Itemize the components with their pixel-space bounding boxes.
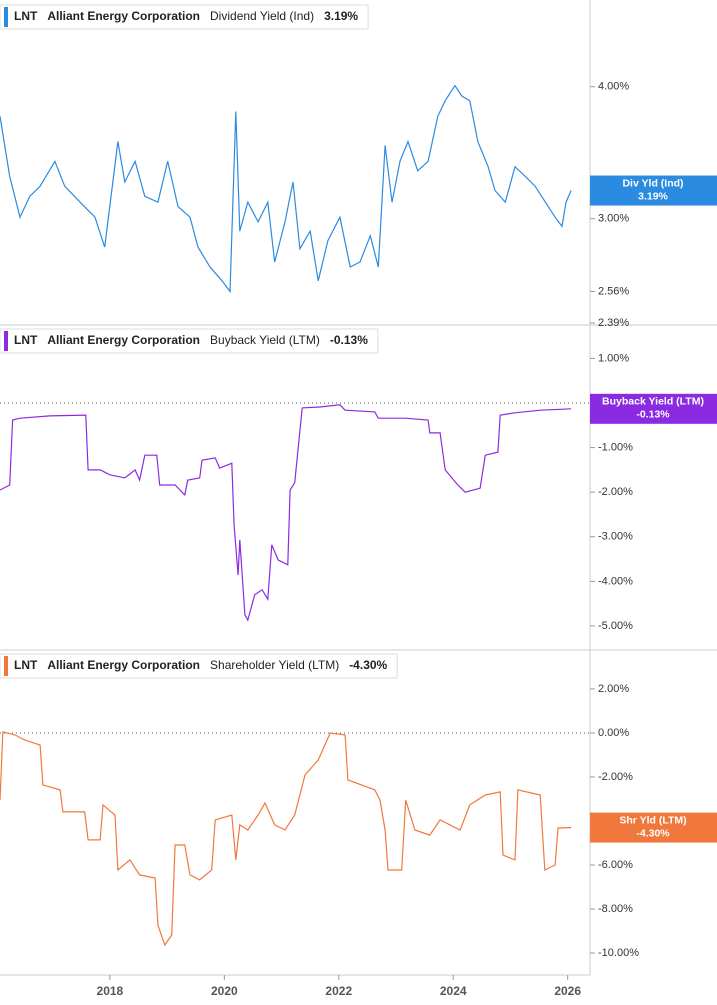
legend-ticker: LNT [14, 9, 38, 23]
legend-box [0, 653, 398, 679]
y-tick-label: 4.00% [598, 81, 629, 93]
legend-value: 3.19% [324, 9, 358, 23]
legend-value: -0.13% [330, 333, 368, 347]
legend-swatch [4, 7, 8, 27]
y-tick-label: 2.00% [598, 683, 629, 695]
value-badge [590, 393, 717, 424]
legend-company: Alliant Energy Corporation [47, 333, 200, 347]
y-tick-label: -2.00% [598, 771, 633, 783]
y-tick-label: 1.00% [598, 352, 629, 364]
legend-box [0, 4, 369, 30]
y-tick-label: -4.00% [598, 575, 633, 587]
legend-swatch [4, 656, 8, 676]
legend-ticker: LNT [14, 658, 38, 672]
y-tick-label: -2.00% [598, 486, 633, 498]
data-line [0, 731, 572, 947]
legend-ticker: LNT [14, 333, 38, 347]
y-tick-label: 2.39% [598, 317, 629, 329]
legend-series: Shareholder Yield (LTM) [210, 658, 339, 672]
badge-value: -4.30% [636, 827, 670, 839]
y-tick-label: -3.00% [598, 531, 633, 543]
y-tick-label: 0.00% [598, 727, 629, 739]
badge-label: Shr Yld (LTM) [619, 814, 686, 826]
y-tick-label: -6.00% [598, 859, 633, 871]
badge-label: Buyback Yield (LTM) [602, 396, 704, 408]
legend-value: -4.30% [349, 658, 387, 672]
legend-company: Alliant Energy Corporation [47, 658, 200, 672]
x-tick-label: 2020 [211, 984, 238, 998]
x-tick-label: 2024 [440, 984, 467, 998]
y-tick-label: -5.00% [598, 620, 633, 632]
value-badge [590, 812, 717, 843]
y-tick-label: -8.00% [598, 903, 633, 915]
legend-series: Buyback Yield (LTM) [210, 333, 320, 347]
x-tick-label: 2018 [97, 984, 124, 998]
data-line [0, 84, 572, 294]
y-tick-label: -10.00% [598, 947, 639, 959]
legend-swatch [4, 331, 8, 351]
x-tick-label: 2022 [325, 984, 352, 998]
y-tick-label: 2.56% [598, 285, 629, 297]
x-tick-label: 2026 [554, 984, 581, 998]
badge-label: Div Yld (Ind) [622, 177, 683, 189]
legend-company: Alliant Energy Corporation [47, 9, 200, 23]
legend-series: Dividend Yield (Ind) [210, 9, 314, 23]
data-line [0, 404, 572, 622]
y-tick-label: 3.00% [598, 213, 629, 225]
badge-value: -0.13% [636, 409, 670, 421]
legend-box [0, 328, 379, 354]
y-tick-label: -1.00% [598, 442, 633, 454]
badge-value: 3.19% [638, 190, 668, 202]
value-badge [590, 175, 717, 206]
